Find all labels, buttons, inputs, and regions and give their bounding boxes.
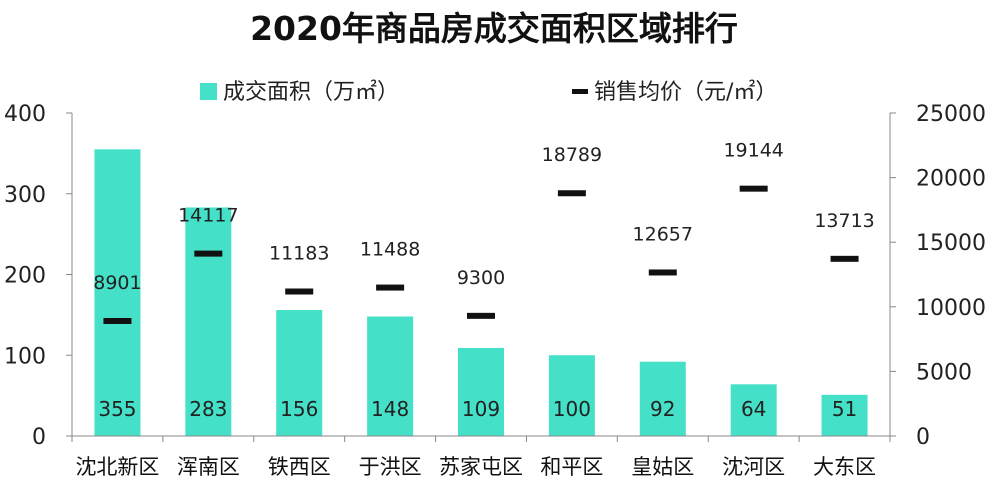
price-value-label: 9300 (457, 267, 505, 289)
right-tick-label: 25000 (916, 102, 986, 127)
bar (367, 316, 414, 436)
x-category-label: 苏家屯区 (439, 455, 523, 479)
x-category-label: 大东区 (813, 455, 876, 479)
price-marker (557, 190, 586, 197)
legend-area: 成交面积（万㎡） (200, 74, 399, 106)
bar (185, 207, 232, 436)
bar (821, 394, 868, 436)
chart-title: 2020年商品房成交面积区域排行 (250, 9, 738, 48)
price-value-label: 19144 (723, 140, 783, 162)
bar-value-label: 148 (371, 397, 409, 421)
left-tick-label: 0 (32, 425, 46, 450)
x-category-label: 铁西区 (268, 455, 331, 479)
right-tick-label: 5000 (916, 360, 972, 385)
price-value-label: 14117 (178, 205, 238, 227)
bar-value-label: 355 (98, 397, 136, 421)
price-value-label: 8901 (93, 272, 141, 294)
bar-value-label: 109 (462, 397, 500, 421)
price-marker (648, 269, 677, 276)
right-tick-label: 10000 (916, 296, 986, 321)
bar-value-label: 156 (280, 397, 318, 421)
bar-value-label: 51 (832, 397, 857, 421)
price-value-label: 12657 (633, 223, 693, 245)
bar-value-label: 283 (189, 397, 227, 421)
bar-value-label: 100 (553, 397, 591, 421)
price-value-label: 11183 (269, 243, 329, 265)
x-axis-labels: 沈北新区 浑南区 铁西区 于洪区 苏家屯区 和平区 皇姑区 沈河区 大东区 (71, 435, 891, 479)
price-value-label: 11488 (360, 239, 420, 261)
right-tick-label: 0 (916, 425, 930, 450)
x-category-label: 浑南区 (177, 455, 240, 479)
bar (458, 347, 504, 436)
x-category-label: 皇姑区 (631, 455, 694, 479)
x-category-label: 于洪区 (359, 455, 422, 479)
legend-price-label: 销售均价（元/㎡） (594, 80, 778, 105)
legend-area-swatch (200, 83, 217, 100)
bar (548, 355, 595, 436)
left-y-axis: 0 100 200 300 400 (4, 102, 73, 450)
price-marker (194, 250, 223, 257)
price-marker (830, 255, 859, 262)
price-series: 8901 14117 11183 11488 9300 18789 12657 19144 13… (93, 140, 875, 324)
right-tick-label: 15000 (916, 231, 986, 256)
left-tick-label: 200 (4, 264, 46, 289)
right-tick-label: 20000 (916, 167, 986, 192)
left-tick-label: 300 (4, 183, 46, 208)
x-category-label: 沈北新区 (75, 455, 159, 479)
left-tick-label: 100 (4, 344, 46, 369)
price-marker (376, 284, 405, 291)
bar-series: 355 283 156 148 109 100 92 64 51 (94, 149, 868, 436)
price-value-label: 18789 (542, 144, 602, 166)
bar-value-label: 64 (741, 397, 766, 421)
bar-value-label: 92 (650, 397, 675, 421)
legend-area-label: 成交面积（万㎡） (223, 80, 400, 105)
price-marker (467, 312, 495, 319)
right-y-axis: 0 5000 10000 15000 20000 25000 (889, 102, 986, 450)
price-marker (103, 317, 132, 324)
bar (639, 361, 686, 436)
legend-price: 销售均价（元/㎡） (572, 74, 777, 106)
price-value-label: 13713 (814, 210, 874, 232)
bar (730, 384, 777, 436)
x-category-label: 和平区 (540, 455, 603, 479)
price-marker (285, 288, 314, 295)
legend-price-marker (572, 89, 588, 94)
price-marker (739, 185, 768, 192)
bar (94, 149, 141, 436)
left-tick-label: 400 (4, 102, 46, 127)
bar (276, 310, 323, 436)
x-category-label: 沈河区 (722, 455, 785, 479)
